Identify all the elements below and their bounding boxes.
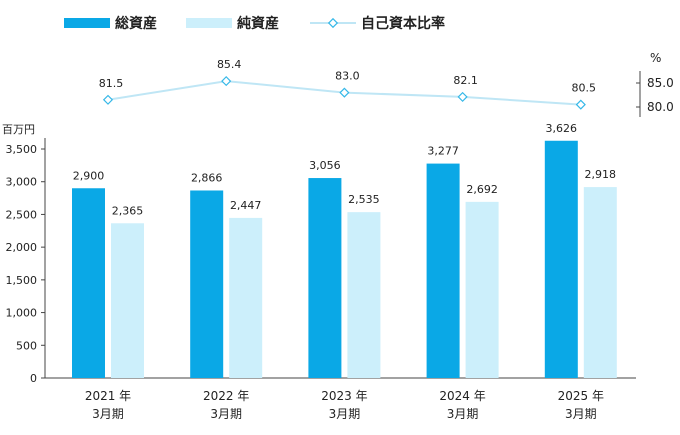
legend-label-total-assets: 総資産 bbox=[115, 15, 157, 32]
bar-label-net-assets: 2,365 bbox=[112, 204, 144, 217]
equity-ratio-point bbox=[339, 87, 350, 98]
y-tick-label: 3,000 bbox=[6, 176, 38, 189]
ratio-axis: % 85.0 80.0 bbox=[636, 51, 674, 117]
bar-label-total-assets: 2,866 bbox=[191, 171, 223, 184]
bar-label-net-assets: 2,918 bbox=[585, 168, 617, 181]
equity-ratio-label: 83.0 bbox=[335, 70, 360, 83]
legend-marker-equity-ratio bbox=[327, 17, 339, 29]
legend-label-equity-ratio: 自己資本比率 bbox=[361, 15, 445, 32]
ratio-tick-label: 80.0 bbox=[647, 100, 674, 114]
bar-net-assets bbox=[347, 212, 381, 378]
bar-label-net-assets: 2,535 bbox=[348, 193, 380, 206]
legend-label-net-assets: 純資産 bbox=[237, 15, 279, 32]
bar-total-assets bbox=[544, 140, 578, 378]
x-tick-label-period: 3月期 bbox=[92, 407, 124, 421]
equity-ratio-label: 80.5 bbox=[572, 82, 597, 95]
legend-swatch-total-assets bbox=[64, 18, 110, 28]
bar-net-assets bbox=[465, 201, 499, 378]
equity-ratio-point bbox=[221, 75, 232, 87]
x-tick-label-year: 2023 年 bbox=[321, 389, 367, 403]
x-tick-label-period: 3月期 bbox=[210, 407, 242, 421]
ratio-tick-label: 85.0 bbox=[647, 76, 674, 90]
bar-total-assets bbox=[426, 163, 460, 378]
x-tick-label-year: 2025 年 bbox=[558, 389, 604, 403]
x-tick-label-year: 2021 年 bbox=[85, 389, 131, 403]
bar-label-total-assets: 3,056 bbox=[309, 159, 341, 172]
y-tick-label: 2,000 bbox=[6, 241, 38, 254]
equity-ratio-point bbox=[457, 91, 468, 103]
legend: 総資産 純資産 自己資本比率 bbox=[64, 15, 445, 32]
bar-net-assets bbox=[583, 187, 617, 378]
y-tick-label: 1,500 bbox=[6, 274, 38, 287]
y-tick-label: 500 bbox=[16, 339, 37, 352]
equity-ratio-point bbox=[102, 94, 114, 105]
equity-ratio-label: 82.1 bbox=[453, 74, 478, 87]
bar-total-assets bbox=[190, 190, 224, 378]
ratio-axis-unit: % bbox=[650, 51, 661, 65]
bar-label-net-assets: 2,692 bbox=[466, 183, 498, 196]
x-tick-label-year: 2024 年 bbox=[439, 389, 485, 403]
y-tick-label: 3,500 bbox=[6, 143, 38, 156]
x-tick-label-period: 3月期 bbox=[565, 407, 597, 421]
y-tick-label: 1,000 bbox=[6, 307, 38, 320]
y-tick-label: 2,500 bbox=[6, 208, 38, 221]
bar-label-net-assets: 2,447 bbox=[230, 199, 262, 212]
equity-ratio-label: 85.4 bbox=[217, 58, 242, 71]
equity-ratio-label: 81.5 bbox=[99, 77, 124, 90]
bar-net-assets bbox=[111, 223, 144, 378]
bar-net-assets bbox=[229, 217, 263, 378]
equity-ratio-point bbox=[575, 99, 586, 110]
y-axis-unit: 百万円 bbox=[2, 123, 35, 136]
y-tick-label: 0 bbox=[30, 372, 37, 385]
x-tick-label-period: 3月期 bbox=[329, 407, 361, 421]
x-tick-label-year: 2022 年 bbox=[203, 389, 249, 403]
bar-total-assets bbox=[72, 188, 105, 378]
bar-total-assets bbox=[308, 178, 342, 378]
bar-label-total-assets: 3,277 bbox=[427, 145, 459, 158]
bar-label-total-assets: 2,900 bbox=[73, 169, 105, 182]
legend-swatch-net-assets bbox=[186, 18, 232, 28]
bar-label-total-assets: 3,626 bbox=[546, 122, 578, 135]
x-tick-label-period: 3月期 bbox=[447, 407, 479, 421]
